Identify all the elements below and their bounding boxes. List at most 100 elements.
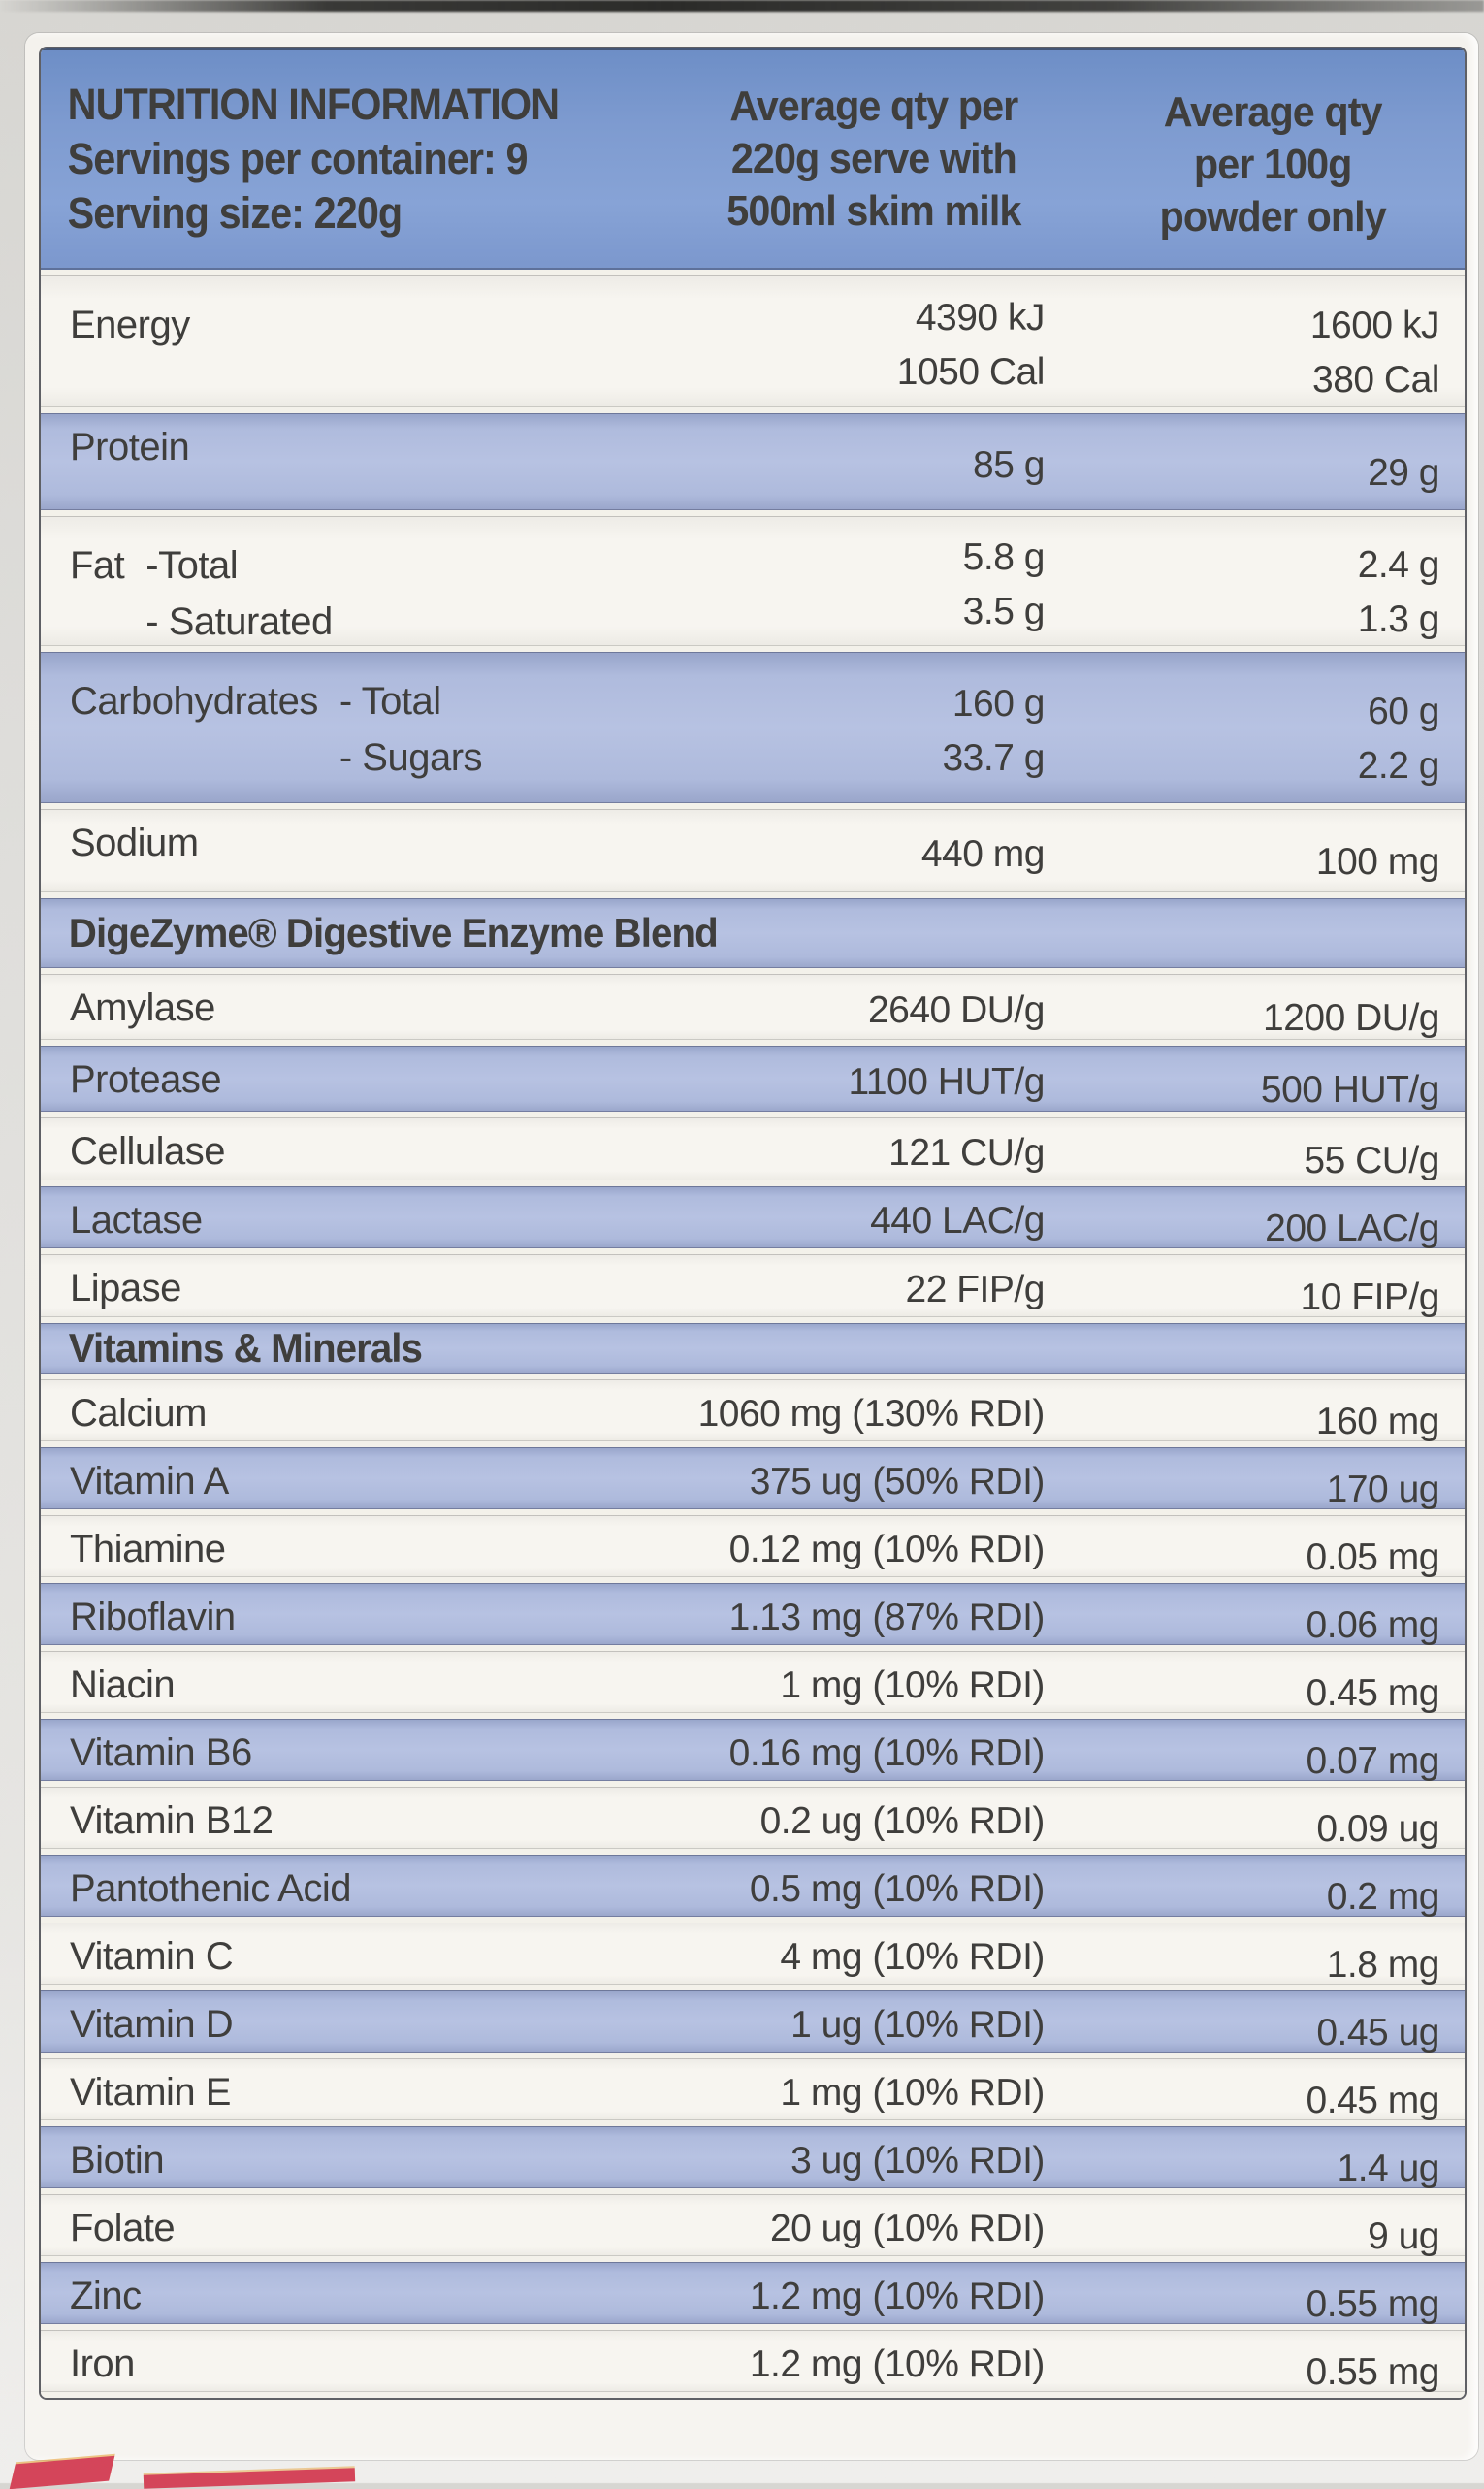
row-label-main: Protein xyxy=(70,426,190,469)
value-line: 20 ug (10% RDI) xyxy=(769,2208,1045,2249)
value-line: 2640 DU/g xyxy=(867,989,1045,1031)
value-line: 10 FIP/g xyxy=(1300,1276,1440,1318)
row-label: Energy xyxy=(41,275,610,407)
column-header-line: per 100g xyxy=(1193,141,1353,188)
row-value-per-100g: 0.07 mg xyxy=(1045,1734,1465,1789)
row-label: Protease xyxy=(41,1046,610,1112)
row-label: Cellulase xyxy=(41,1117,610,1180)
table-row: Niacin 1 mg (10% RDI) 0.45 mg xyxy=(41,1651,1465,1719)
table-row: Vitamin C 4 mg (10% RDI) 1.8 mg xyxy=(41,1923,1465,1990)
column-header-line: Average qty per xyxy=(729,82,1018,130)
row-label-main: Vitamin A xyxy=(70,1460,229,1503)
value-line: 4390 kJ xyxy=(915,297,1046,339)
serving-size: Serving size: 220g xyxy=(67,188,403,238)
row-label: Niacin xyxy=(41,1651,610,1713)
row-label-main: Niacin xyxy=(70,1664,176,1706)
table-row: Lactase 440 LAC/g 200 LAC/g xyxy=(41,1186,1465,1254)
table-row: Zinc 1.2 mg (10% RDI) 0.55 mg xyxy=(41,2262,1465,2330)
row-value-per-serve: 1.2 mg (10% RDI) xyxy=(610,2270,1046,2324)
row-label: Folate xyxy=(41,2194,610,2256)
table-row: Calcium 1060 mg (130% RDI) 160 mg xyxy=(41,1379,1465,1447)
row-label-main: Riboflavin xyxy=(70,1596,236,1638)
row-label-main: Carbohydrates xyxy=(70,680,318,723)
row-label-main: Vitamin C xyxy=(70,1935,234,1978)
row-label-main: Amylase xyxy=(70,986,215,1029)
row-label-main: Vitamin B6 xyxy=(70,1731,252,1774)
row-value-per-100g: 0.2 mg xyxy=(1045,1870,1465,1924)
table-row: Pantothenic Acid 0.5 mg (10% RDI) 0.2 mg xyxy=(41,1855,1465,1923)
row-value-per-serve: 20 ug (10% RDI) xyxy=(610,2202,1045,2256)
row-label-main: Fat xyxy=(70,544,125,587)
value-line: 1 mg (10% RDI) xyxy=(780,2072,1045,2114)
row-label-subline: - Total xyxy=(339,680,441,723)
row-value-per-serve: 5.8 g 3.5 g xyxy=(610,531,1046,639)
value-line: 0.05 mg xyxy=(1306,1536,1440,1578)
photo-top-shadow xyxy=(0,0,1484,12)
table-header-row: NUTRITION INFORMATION Servings per conta… xyxy=(41,48,1465,275)
row-label: Vitamin B12 xyxy=(41,1787,610,1849)
value-line: 0.06 mg xyxy=(1306,1604,1440,1646)
row-label: Lactase xyxy=(41,1186,610,1248)
row-value-per-serve: 0.2 ug (10% RDI) xyxy=(610,1794,1046,1849)
row-value-per-100g: 1.8 mg xyxy=(1045,1938,1465,1992)
section-title: Vitamins & Minerals xyxy=(68,1325,423,1371)
row-label: Vitamin A xyxy=(41,1447,610,1509)
row-value-per-serve: 1100 HUT/g xyxy=(610,1055,1046,1110)
value-line: 5.8 g xyxy=(962,536,1046,578)
section-header-row: DigeZyme® Digestive Enzyme Blend xyxy=(41,898,1465,974)
row-label-main: Lipase xyxy=(70,1267,181,1309)
value-line: 160 mg xyxy=(1315,1401,1440,1442)
row-label: Calcium xyxy=(41,1379,610,1441)
row-value-per-serve: 375 ug (50% RDI) xyxy=(610,1455,1046,1509)
value-line: 1.4 ug xyxy=(1337,2148,1440,2189)
partial-red-print-mark xyxy=(9,2455,115,2489)
value-line: 100 mg xyxy=(1315,841,1440,883)
row-label-main: Cellulase xyxy=(70,1130,226,1173)
value-line: 9 ug xyxy=(1368,2215,1439,2257)
row-label-main: Energy xyxy=(70,304,190,346)
table-row: Vitamin B12 0.2 ug (10% RDI) 0.09 ug xyxy=(41,1787,1465,1855)
row-label-subline: - Saturated xyxy=(145,600,333,643)
value-line: 1 ug (10% RDI) xyxy=(790,2004,1045,2046)
value-line: 0.45 mg xyxy=(1306,1672,1440,1714)
row-value-per-100g: 55 CU/g xyxy=(1045,1134,1465,1188)
row-label: Fat -Total - Saturated xyxy=(41,516,610,646)
value-line: 440 mg xyxy=(920,833,1046,875)
value-line: 375 ug (50% RDI) xyxy=(749,1461,1046,1503)
row-value-per-100g: 29 g xyxy=(1045,446,1465,501)
row-value-per-100g: 9 ug xyxy=(1045,2210,1465,2264)
row-label-main: Folate xyxy=(70,2207,176,2249)
value-line: 1.8 mg xyxy=(1326,1944,1440,1986)
row-value-per-serve: 4 mg (10% RDI) xyxy=(610,1930,1045,1985)
row-value-per-100g: 0.55 mg xyxy=(1045,2278,1465,2332)
table-row: Folate 20 ug (10% RDI) 9 ug xyxy=(41,2194,1465,2262)
value-line: 1.13 mg (87% RDI) xyxy=(728,1597,1046,1638)
value-line: 0.07 mg xyxy=(1306,1740,1440,1782)
row-value-per-serve: 121 CU/g xyxy=(610,1126,1045,1180)
value-line: 2.2 g xyxy=(1357,745,1440,787)
row-label: Lipase xyxy=(41,1254,610,1317)
row-label-main: Iron xyxy=(70,2343,135,2385)
row-value-per-serve: 85 g xyxy=(610,438,1045,493)
column-header-line: 220g serve with xyxy=(730,135,1017,182)
row-value-per-100g: 1600 kJ 380 Cal xyxy=(1045,299,1465,407)
row-value-per-100g: 2.4 g 1.3 g xyxy=(1045,538,1465,647)
value-line: 0.5 mg (10% RDI) xyxy=(749,1868,1046,1910)
row-value-per-serve: 1 mg (10% RDI) xyxy=(610,1659,1045,1713)
table-row: Vitamin E 1 mg (10% RDI) 0.45 mg xyxy=(41,2058,1465,2126)
row-value-per-100g: 0.45 mg xyxy=(1045,1666,1465,1721)
header-left-block: NUTRITION INFORMATION Servings per conta… xyxy=(41,78,617,241)
row-value-per-100g: 500 HUT/g xyxy=(1045,1063,1465,1117)
row-label: Carbohydrates - Total - Sugars xyxy=(41,652,610,803)
value-line: 500 HUT/g xyxy=(1260,1069,1440,1111)
value-line: 1600 kJ xyxy=(1309,305,1440,346)
column-header-line: 500ml skim milk xyxy=(726,187,1021,235)
row-label-subline: -Total xyxy=(145,544,239,587)
row-label-main: Biotin xyxy=(70,2139,165,2182)
table-row: Vitamin D 1 ug (10% RDI) 0.45 ug xyxy=(41,1990,1465,2058)
row-value-per-100g: 0.55 mg xyxy=(1045,2345,1465,2398)
table-row: Protease 1100 HUT/g 500 HUT/g xyxy=(41,1046,1465,1117)
value-line: 380 Cal xyxy=(1312,359,1439,401)
